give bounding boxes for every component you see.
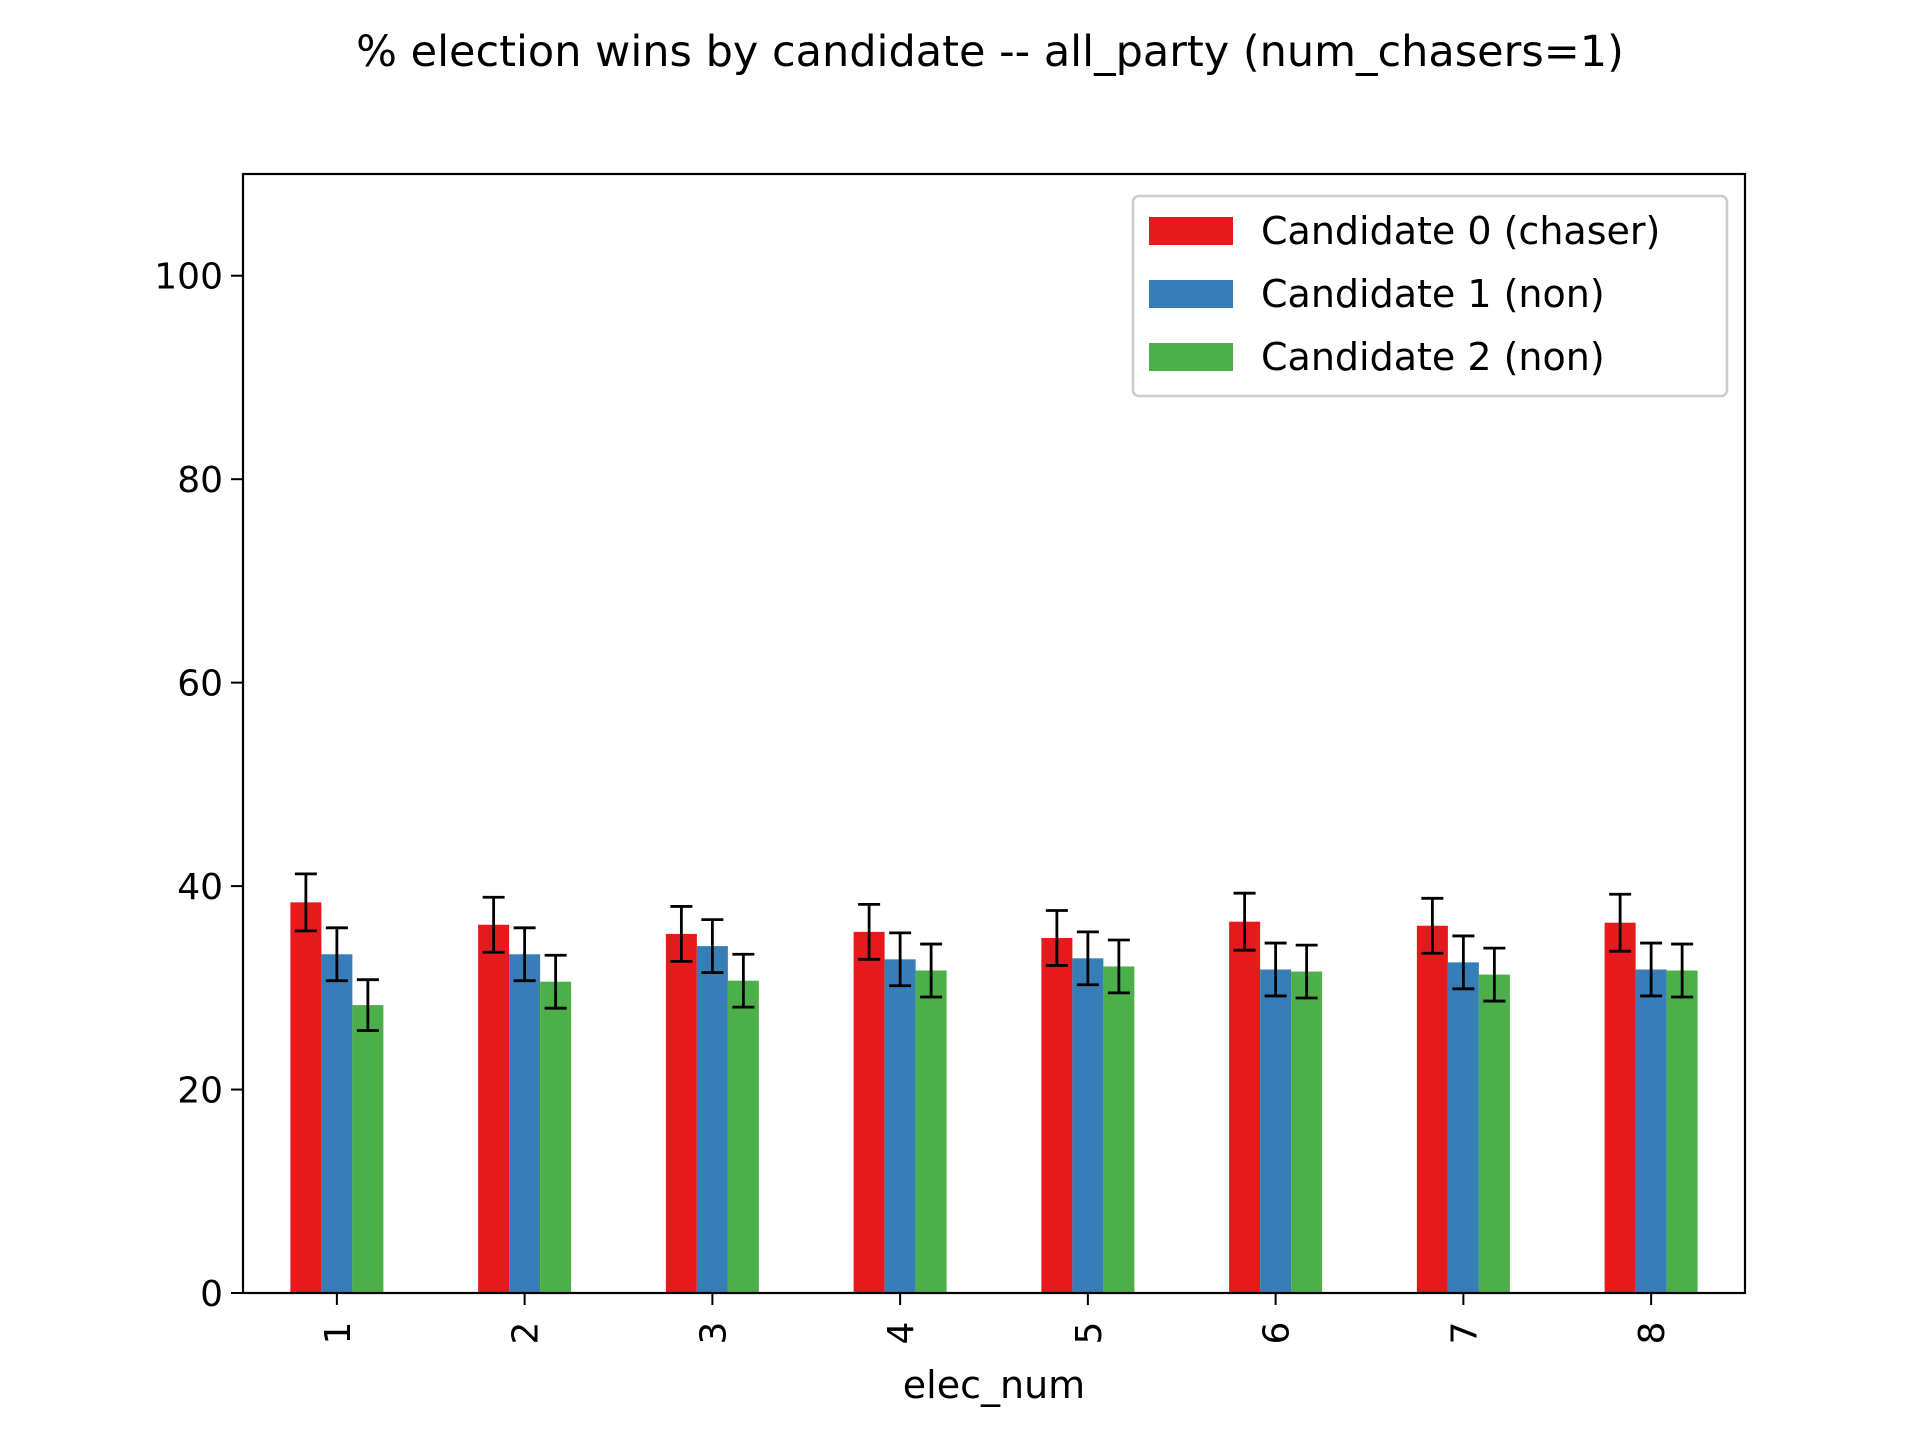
- bar-s0-c5: [1041, 937, 1073, 1293]
- error-bar-s2-c1: [356, 978, 379, 1032]
- x-tick-label-4: 4: [881, 1322, 922, 1345]
- bar-s1-c1: [321, 954, 353, 1293]
- bar-s1-c6: [1260, 969, 1292, 1293]
- legend-item-2: Candidate 2 (non): [1149, 335, 1605, 379]
- bar-s1-c2: [509, 954, 541, 1293]
- bar-s2-c7: [1478, 974, 1510, 1293]
- chart-title: % election wins by candidate -- all_part…: [356, 27, 1624, 77]
- error-bar-s1-c3: [701, 918, 724, 974]
- error-bar-s0-c6: [1233, 891, 1256, 952]
- error-bar-s0-c2: [482, 895, 505, 954]
- legend-label-0: Candidate 0 (chaser): [1261, 209, 1660, 253]
- bar-s0-c8: [1604, 922, 1636, 1293]
- error-bar-s2-c7: [1483, 946, 1506, 1003]
- error-bar-s1-c1: [325, 926, 348, 983]
- x-tick-label-7: 7: [1444, 1322, 1485, 1345]
- error-bar-s1-c4: [889, 931, 912, 988]
- y-tick-label-40: 40: [177, 867, 223, 908]
- x-tick-label-8: 8: [1632, 1322, 1673, 1345]
- error-bar-s0-c5: [1045, 909, 1068, 967]
- x-tick-label-5: 5: [1069, 1322, 1110, 1345]
- error-bar-s0-c4: [858, 903, 881, 961]
- bar-s2-c5: [1103, 966, 1135, 1293]
- x-tick-label-1: 1: [318, 1322, 359, 1345]
- error-bar-s2-c8: [1671, 942, 1694, 999]
- error-bar-s0-c8: [1609, 892, 1632, 953]
- x-tick-label-6: 6: [1257, 1322, 1298, 1345]
- legend-swatch-1: [1149, 280, 1233, 308]
- bar-s2-c3: [727, 980, 759, 1293]
- bar-s0-c4: [853, 931, 885, 1293]
- legend-label-1: Candidate 1 (non): [1261, 272, 1605, 316]
- legend-frame: [1131, 194, 1729, 398]
- legend-swatch-0: [1149, 217, 1233, 245]
- error-bar-s0-c7: [1421, 896, 1444, 955]
- bar-s1-c3: [696, 946, 728, 1293]
- bar-s1-c5: [1072, 958, 1104, 1293]
- error-bar-s2-c3: [732, 952, 755, 1009]
- x-tick-label-2: 2: [506, 1322, 547, 1345]
- bar-s0-c7: [1416, 925, 1448, 1293]
- plot-frame: [241, 172, 1747, 1295]
- legend-swatch-2: [1149, 343, 1233, 371]
- bar-s2-c1: [352, 1005, 384, 1293]
- bar-s1-c8: [1635, 969, 1667, 1293]
- error-bar-s1-c7: [1452, 934, 1475, 991]
- bar-s2-c2: [540, 981, 572, 1293]
- bar-s2-c8: [1666, 970, 1698, 1293]
- error-bar-s1-c8: [1640, 941, 1663, 998]
- error-bar-s0-c3: [670, 905, 693, 963]
- error-bar-s2-c6: [1295, 943, 1318, 1000]
- legend: Candidate 0 (chaser) Candidate 1 (non) Can…: [1131, 194, 1729, 398]
- error-bars-layer: [294, 872, 1694, 1032]
- error-bar-s1-c2: [513, 926, 536, 983]
- bar-s0-c1: [290, 902, 322, 1293]
- error-bar-s0-c1: [294, 872, 317, 933]
- legend-item-1: Candidate 1 (non): [1149, 272, 1605, 316]
- y-tick-label-20: 20: [177, 1071, 223, 1112]
- legend-item-0: Candidate 0 (chaser): [1149, 209, 1660, 253]
- x-tick-label-3: 3: [693, 1322, 734, 1345]
- y-axis: 0 20 40 60 80 100: [154, 257, 243, 1315]
- bar-s0-c3: [665, 933, 697, 1293]
- bar-s2-c6: [1291, 971, 1323, 1293]
- y-tick-label-100: 100: [154, 257, 223, 298]
- bar-s1-c7: [1447, 962, 1479, 1293]
- y-tick-label-60: 60: [177, 664, 223, 705]
- error-bar-s1-c6: [1264, 941, 1287, 998]
- error-bar-s2-c2: [544, 953, 567, 1010]
- x-axis: 1 2 3 4 5 6 7 8: [318, 1293, 1673, 1344]
- bar-s2-c4: [915, 970, 947, 1293]
- legend-label-2: Candidate 2 (non): [1261, 335, 1605, 379]
- error-bar-s1-c5: [1076, 930, 1099, 987]
- y-tick-label-0: 0: [200, 1274, 223, 1315]
- bar-s0-c2: [478, 924, 510, 1293]
- bars-layer: [290, 902, 1698, 1293]
- bar-s0-c6: [1229, 921, 1261, 1293]
- y-tick-label-80: 80: [177, 460, 223, 501]
- x-axis-label: elec_num: [903, 1363, 1085, 1407]
- error-bar-s2-c5: [1107, 938, 1130, 995]
- bar-s1-c4: [884, 959, 916, 1293]
- error-bar-s2-c4: [920, 942, 943, 999]
